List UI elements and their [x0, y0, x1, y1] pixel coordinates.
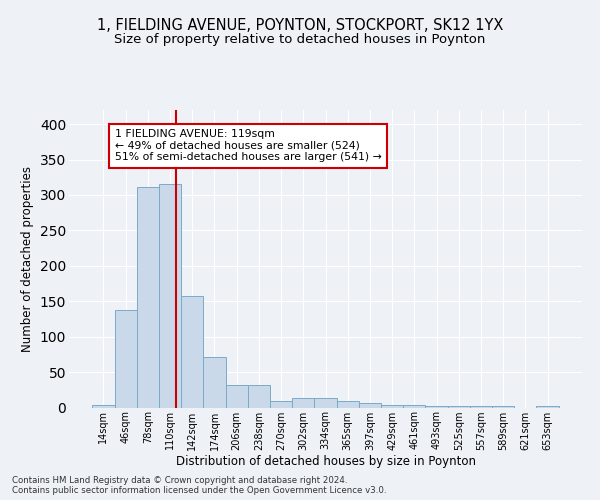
Bar [226, 385, 248, 407]
Bar [425, 406, 448, 407]
Bar [137, 187, 159, 408]
Bar [92, 404, 115, 407]
Bar [403, 404, 425, 407]
Text: Contains HM Land Registry data © Crown copyright and database right 2024.
Contai: Contains HM Land Registry data © Crown c… [12, 476, 386, 495]
Bar [337, 401, 359, 407]
Bar [359, 402, 381, 407]
Bar [536, 406, 559, 407]
Text: Size of property relative to detached houses in Poynton: Size of property relative to detached ho… [115, 32, 485, 46]
Bar [314, 398, 337, 407]
X-axis label: Distribution of detached houses by size in Poynton: Distribution of detached houses by size … [176, 456, 476, 468]
Bar [159, 184, 181, 408]
Text: 1, FIELDING AVENUE, POYNTON, STOCKPORT, SK12 1YX: 1, FIELDING AVENUE, POYNTON, STOCKPORT, … [97, 18, 503, 32]
Text: 1 FIELDING AVENUE: 119sqm
← 49% of detached houses are smaller (524)
51% of semi: 1 FIELDING AVENUE: 119sqm ← 49% of detac… [115, 129, 381, 162]
Bar [448, 406, 470, 407]
Bar [248, 385, 270, 407]
Bar [203, 357, 226, 408]
Y-axis label: Number of detached properties: Number of detached properties [21, 166, 34, 352]
Bar [270, 401, 292, 407]
Bar [115, 310, 137, 408]
Bar [470, 406, 492, 407]
Bar [381, 404, 403, 407]
Bar [292, 398, 314, 407]
Bar [492, 406, 514, 407]
Bar [181, 296, 203, 408]
